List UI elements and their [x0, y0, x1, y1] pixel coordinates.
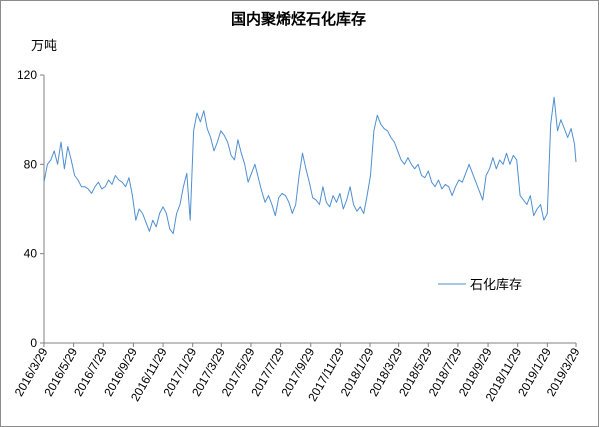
- series-layer: [43, 96, 577, 235]
- series-line: [43, 96, 577, 235]
- y-tick-label: 80: [24, 157, 38, 171]
- y-tick-label: 0: [30, 336, 37, 350]
- legend: 石化库存: [438, 277, 522, 293]
- y-axis: 0 40 80 120: [17, 68, 45, 350]
- chart-title: 国内聚烯烃石化库存: [230, 10, 366, 28]
- legend-label: 石化库存: [470, 277, 522, 293]
- y-tick-label: 40: [24, 247, 38, 261]
- y-axis-unit-label: 万吨: [31, 39, 58, 54]
- x-axis: 2016/3/292016/5/292016/7/292016/9/292016…: [12, 342, 583, 404]
- y-tick-label: 120: [17, 68, 37, 82]
